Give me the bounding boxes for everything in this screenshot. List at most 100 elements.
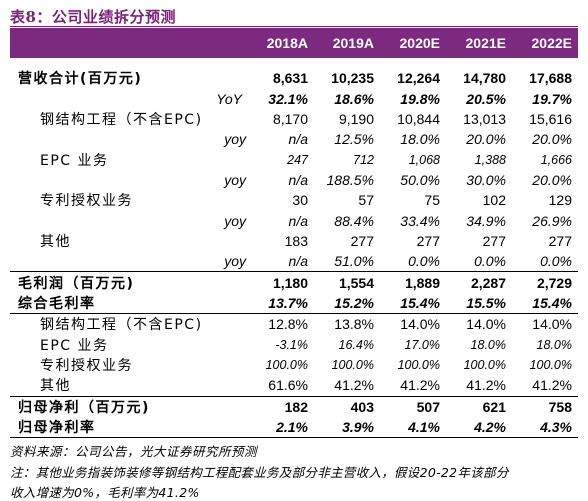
source-note: 资料来源：公司公告，光大证券研究所预测	[10, 444, 258, 459]
cell: 183	[284, 232, 308, 249]
cell: 2.1%	[248, 416, 314, 439]
col-2021e: 2021E	[446, 28, 512, 58]
cell: 1,388	[474, 152, 506, 167]
table-title: 表8：公司业绩拆分预测	[10, 8, 176, 26]
row-other-yoy: yoy n/a 51.0% 0.0% 0.0% 0.0%	[10, 251, 578, 272]
cell: 16.4%	[338, 337, 374, 352]
cell: 507	[380, 395, 446, 417]
row-patent-yoy: yoy n/a 88.4% 33.4% 34.9% 26.9%	[10, 210, 578, 230]
row-gm-patent: 专利授权业务 100.0% 100.0% 100.0% 100.0% 100.0…	[10, 355, 578, 375]
cell: 34.9%	[466, 212, 506, 229]
footnote: 注：其他业务指装饰装修等钢结构工程配套业务及部分非主营收入，假设20-22年该部…	[10, 465, 509, 480]
row-label: 归母净利（百万元)	[10, 395, 248, 417]
cell: 14.0%	[512, 313, 578, 335]
cell: 19.7%	[532, 90, 572, 107]
cell: 20.0%	[532, 131, 572, 148]
row-label: 其他	[40, 233, 71, 250]
row-label: 专利授权业务	[40, 357, 133, 374]
cell: 17,688	[529, 70, 572, 87]
cell: 15.5%	[466, 294, 506, 311]
row-label: 归母净利率	[10, 416, 248, 439]
cell: 19.8%	[400, 90, 440, 107]
cell: 4.2%	[446, 416, 512, 439]
cell: 102	[482, 192, 506, 209]
title-rule	[10, 26, 578, 27]
row-label: 钢结构工程（不含EPC)	[10, 313, 248, 335]
cell: 0.0%	[540, 253, 572, 270]
cell: 8,631	[272, 70, 308, 87]
cell: 12.5%	[334, 131, 374, 148]
row-label: EPC 业务	[40, 152, 109, 169]
cell: 277	[548, 232, 572, 249]
cell: n/a	[288, 253, 308, 270]
cell: 75	[424, 192, 440, 209]
cell: 18.0%	[400, 131, 440, 148]
cell: 277	[350, 232, 374, 249]
row-label: yoy	[224, 131, 246, 148]
row-label: yoy	[224, 253, 246, 270]
cell: 12,264	[397, 70, 440, 87]
cell: 18.6%	[334, 90, 374, 107]
cell: 100.0%	[397, 357, 440, 372]
cell: 13.8%	[314, 313, 380, 335]
row-label: 专利授权业务	[40, 193, 133, 210]
row-label: 其他	[40, 378, 71, 395]
cell: 61.6%	[268, 377, 308, 394]
cell: 41.2%	[466, 377, 506, 394]
cell: 182	[248, 395, 314, 417]
row-label: 毛利润（百万元)	[10, 271, 248, 293]
cell: 30.0%	[466, 171, 506, 188]
cell: 10,235	[331, 70, 374, 87]
row-gross-margin: 综合毛利率 13.7% 15.2% 15.4% 15.5% 15.4%	[10, 293, 578, 314]
header-blank	[10, 28, 248, 58]
cell: 18.0%	[470, 337, 506, 352]
cell: 14,780	[463, 70, 506, 87]
cell: 88.4%	[334, 212, 374, 229]
row-label: EPC 业务	[40, 337, 109, 354]
cell: 57	[358, 192, 374, 209]
cell: 15.2%	[334, 294, 374, 311]
cell: 15,616	[529, 110, 572, 127]
row-label: yoy	[224, 171, 246, 188]
cell: n/a	[288, 171, 308, 188]
row-epc: EPC 业务 247 712 1,068 1,388 1,666	[10, 149, 578, 169]
cell: 10,844	[397, 110, 440, 127]
cell: 8,170	[272, 110, 308, 127]
cell: 20.5%	[466, 90, 506, 107]
cell: 41.2%	[400, 377, 440, 394]
cell: n/a	[288, 212, 308, 229]
col-2019a: 2019A	[314, 28, 380, 58]
cell: 26.9%	[532, 212, 572, 229]
cell: 100.0%	[331, 357, 374, 372]
cell: 3.9%	[314, 416, 380, 439]
row-patent: 专利授权业务 30 57 75 102 129	[10, 190, 578, 210]
col-2020e: 2020E	[380, 28, 446, 58]
cell: 4.1%	[380, 416, 446, 439]
cell: 41.2%	[334, 377, 374, 394]
cell: 15.4%	[532, 294, 572, 311]
cell: 4.3%	[512, 416, 578, 439]
row-label: 营收合计(百万元)	[18, 71, 143, 88]
row-label: 综合毛利率	[18, 295, 96, 312]
cell: 41.2%	[532, 377, 572, 394]
cell: 1,554	[314, 271, 380, 293]
row-epc-yoy: yoy n/a 188.5% 50.0% 30.0% 20.0%	[10, 170, 578, 190]
row-label: YoY	[216, 90, 242, 107]
row-other: 其他 183 277 277 277 277	[10, 231, 578, 251]
row-gm-epc: EPC 业务 -3.1% 16.4% 17.0% 18.0% 18.0%	[10, 334, 578, 354]
cell: 1,666	[540, 152, 572, 167]
cell: 20.0%	[466, 131, 506, 148]
cell: 15.4%	[400, 294, 440, 311]
cell: 100.0%	[529, 357, 572, 372]
cell: 100.0%	[265, 357, 308, 372]
cell: 2,729	[512, 271, 578, 293]
cell: 247	[287, 152, 308, 167]
cell: -3.1%	[275, 337, 308, 352]
cell: 403	[314, 395, 380, 417]
cell: 0.0%	[474, 253, 506, 270]
footnote-line2: 收入增速为0%，毛利率为41.2%	[10, 485, 200, 500]
cell: 14.0%	[380, 313, 446, 335]
col-2022e: 2022E	[512, 28, 578, 58]
cell: 188.5%	[326, 171, 374, 188]
row-revenue-yoy: YoY 32.1% 18.6% 19.8% 20.5% 19.7%	[10, 88, 578, 108]
